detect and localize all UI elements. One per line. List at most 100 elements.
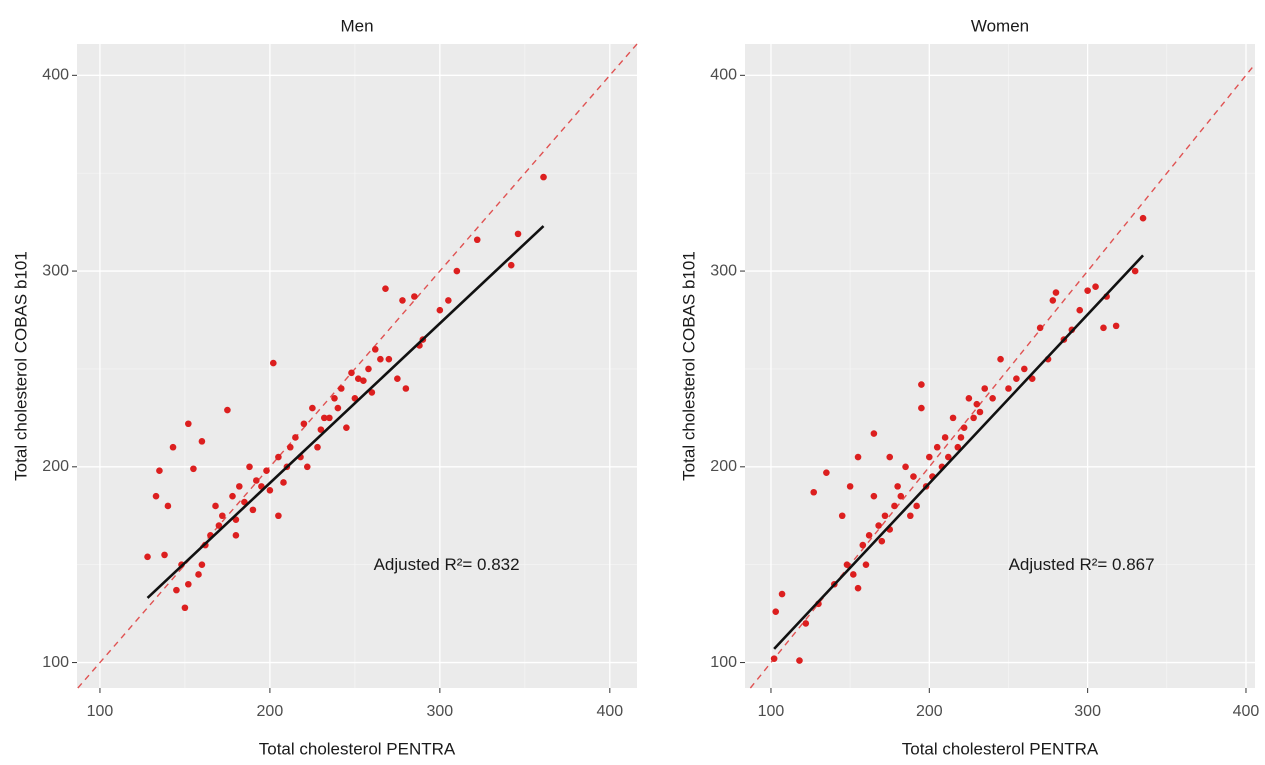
point [219,512,226,520]
point [997,355,1004,363]
point [173,586,180,594]
y-tick-label: 400 [710,67,737,84]
point [229,492,236,500]
x-axis-label: Total cholesterol PENTRA [259,739,456,758]
point [300,420,308,428]
point [843,561,851,568]
point [1021,365,1028,373]
point [385,355,393,363]
x-tick-label: 300 [427,703,454,720]
point [1139,214,1147,222]
point [152,492,160,500]
point [263,467,270,475]
x-tick-label: 400 [1233,703,1260,720]
y-tick-label: 300 [42,262,69,279]
point [286,443,294,451]
point [957,434,965,441]
point [185,420,192,428]
point [269,359,277,367]
point [902,463,909,471]
point [810,488,818,496]
x-tick-label: 200 [257,703,284,720]
chart-title: Men [340,16,373,35]
point [1036,324,1044,332]
point [1100,324,1107,332]
point [253,477,260,484]
point [309,404,316,412]
point [215,522,223,529]
plot-background [745,44,1255,688]
y-tick-label: 100 [710,654,737,671]
point [913,502,920,510]
point [897,492,905,500]
point [862,561,870,568]
chart-title: Women [971,16,1029,35]
point [796,657,803,664]
point [190,465,197,473]
point [838,512,846,520]
point [910,473,917,480]
point [169,443,177,451]
point [875,522,882,529]
point [236,483,243,490]
point [540,173,547,181]
point [823,469,830,476]
point [970,414,977,422]
point [371,346,379,353]
point [399,297,406,304]
point [394,375,401,383]
x-tick-label: 100 [758,703,785,720]
point [343,424,350,431]
x-tick-label: 400 [596,703,623,720]
point [266,486,274,494]
point [960,424,968,431]
point [891,502,898,510]
point [377,355,384,363]
x-tick-label: 300 [1074,703,1101,720]
y-tick-label: 300 [710,262,737,279]
point [365,365,372,373]
point [981,385,989,392]
point [965,394,973,402]
point [945,453,952,461]
point [989,394,996,402]
point [334,404,342,412]
point [185,580,192,588]
point [275,453,282,461]
point [212,502,219,510]
x-axis-label: Total cholesterol PENTRA [902,739,1099,758]
point [1049,297,1057,304]
plot-background [77,44,637,688]
point [156,467,163,475]
y-tick-label: 400 [42,67,69,84]
point [436,306,444,314]
point [514,230,522,238]
y-tick-label: 200 [42,458,69,475]
point [881,512,889,520]
point [1131,267,1139,275]
point [859,541,867,549]
point [354,375,362,383]
point [1092,283,1099,291]
point [918,404,925,412]
point [926,453,933,461]
point [846,483,854,490]
point [918,381,925,388]
point [224,406,231,414]
point [337,385,345,392]
point [850,571,857,578]
annotation: Adjusted R²= 0.832 [374,555,520,574]
point [854,453,862,461]
point [507,261,515,269]
annotation: Adjusted R²= 0.867 [1009,555,1155,574]
point [368,389,376,396]
point [303,463,311,471]
point [164,502,172,510]
point [473,236,481,244]
point [854,584,862,592]
point [275,512,282,520]
x-tick-label: 200 [916,703,943,720]
y-tick-label: 100 [42,654,69,671]
point [198,561,206,568]
